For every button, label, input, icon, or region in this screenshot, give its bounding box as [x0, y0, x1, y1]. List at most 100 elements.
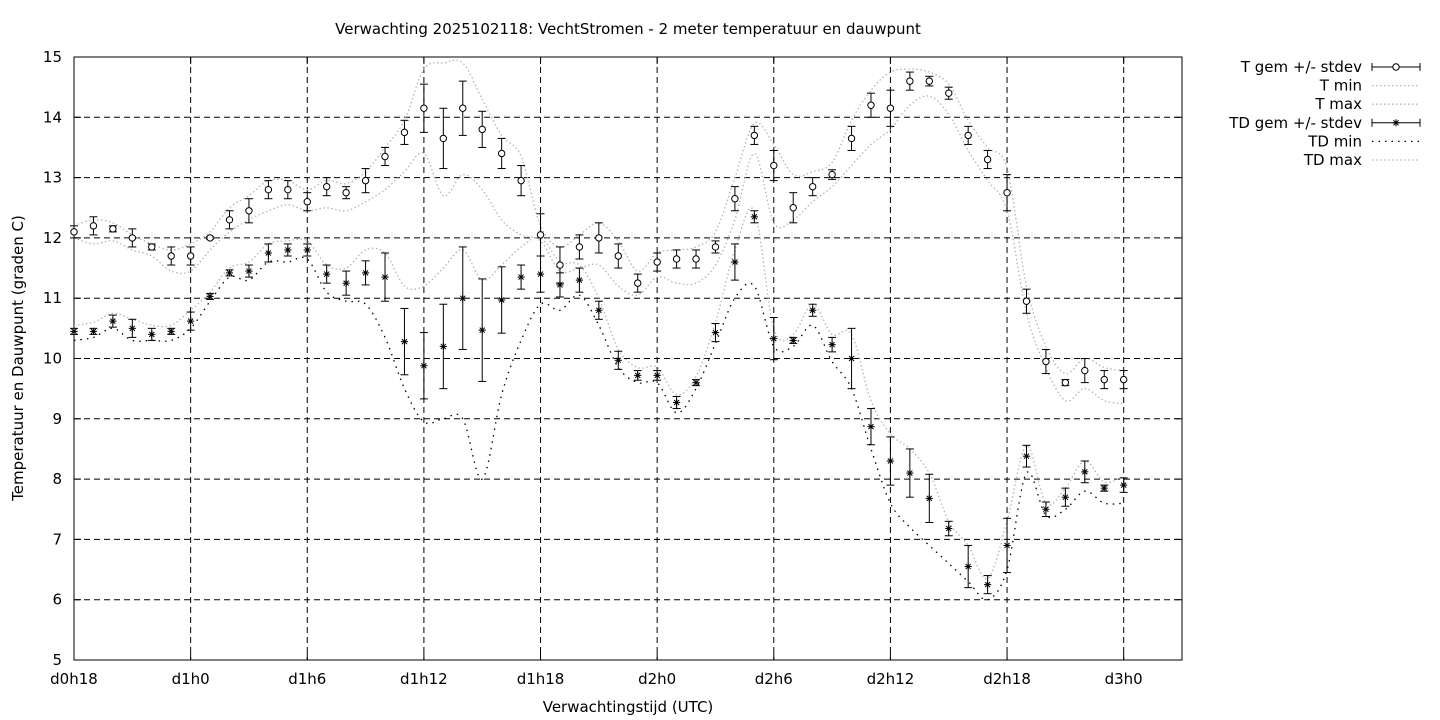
- y-tick-label: 8: [52, 470, 62, 488]
- asterisk-stroke: [382, 274, 388, 280]
- asterisk-stroke: [226, 270, 233, 276]
- y-tick-label: 15: [43, 48, 62, 66]
- t-mean-point: [1100, 375, 1108, 384]
- t-mean-point: [789, 204, 797, 212]
- asterisk-stroke: [809, 307, 816, 314]
- asterisk-stroke: [343, 280, 350, 286]
- t-mean-point-group: [264, 180, 273, 200]
- t-mean-point-group: [225, 210, 234, 230]
- t-mean-point-group: [1003, 174, 1012, 212]
- asterisk-stroke: [712, 329, 719, 336]
- y-tick-label: 11: [43, 289, 62, 307]
- asterisk-stroke: [168, 328, 175, 335]
- td-mean-point: [575, 276, 584, 284]
- y-axis-label: Temperatuur en Dauwpunt (graden C): [9, 215, 27, 502]
- asterisk-stroke: [459, 295, 466, 302]
- td-mean-point-group: [828, 336, 837, 353]
- t-mean-point: [847, 134, 856, 143]
- td-mean-point-group: [225, 269, 234, 277]
- y-tick-label: 10: [43, 350, 62, 368]
- asterisk-stroke: [265, 250, 272, 256]
- asterisk-stroke: [634, 372, 641, 379]
- t-mean-point-group: [381, 146, 390, 167]
- td-mean-point: [692, 379, 700, 387]
- t-mean-point: [439, 134, 448, 143]
- asterisk-stroke: [1120, 482, 1127, 489]
- t-mean-point-group: [769, 149, 778, 182]
- asterisk-stroke: [1062, 494, 1069, 501]
- t-mean-point-group: [186, 246, 195, 266]
- td-mean-point-group: [1003, 517, 1012, 574]
- td-mean-point: [109, 317, 117, 325]
- legend-marker-asterisk: [1392, 119, 1400, 127]
- td-mean-point-group: [381, 252, 390, 302]
- t-mean-point-group: [711, 240, 720, 254]
- x-axis-label: Verwachtingstijd (UTC): [543, 698, 714, 716]
- td-mean-point: [711, 328, 720, 337]
- td-mean-point: [245, 267, 253, 275]
- td-mean-point: [945, 524, 953, 533]
- t-mean-point-group: [517, 165, 526, 197]
- t-mean-point-group: [458, 80, 467, 136]
- t-mean-point: [575, 243, 584, 251]
- td-mean-point: [323, 270, 331, 278]
- legend-label: TD max: [1303, 151, 1362, 169]
- t-mean-point-group: [439, 107, 448, 170]
- t-mean-point-group: [886, 89, 895, 127]
- asterisk-stroke: [284, 247, 291, 253]
- td-mean-point: [886, 457, 895, 465]
- t-mean-point-group: [1022, 288, 1031, 314]
- td-mean-point: [731, 258, 739, 266]
- x-tick-label: d2h12: [867, 670, 915, 688]
- asterisk-stroke: [1081, 468, 1088, 475]
- asterisk-stroke: [906, 470, 913, 476]
- td-mean-point-group: [439, 303, 448, 390]
- t-mean-point-group: [692, 249, 701, 269]
- asterisk-stroke: [732, 259, 738, 265]
- td-mean-point-group: [264, 243, 273, 263]
- asterisk-stroke: [362, 270, 369, 276]
- td-mean-point-group: [847, 327, 856, 390]
- y-tick-label: 5: [52, 651, 62, 669]
- t-mean-point: [1003, 188, 1011, 197]
- t-mean-point-group: [828, 169, 837, 180]
- t-mean-point-group: [1080, 358, 1089, 384]
- td-mean-point-group: [186, 311, 195, 331]
- t-mean-point-group: [400, 119, 409, 145]
- td-mean-point-group: [653, 370, 662, 381]
- t-mean-point-group: [303, 192, 312, 212]
- asterisk-stroke: [401, 338, 408, 345]
- td-mean-point-group: [964, 544, 973, 589]
- td-mean-point-group: [925, 473, 934, 524]
- t-mean-point-group: [1100, 370, 1109, 390]
- td-mean-point-group: [730, 243, 739, 281]
- td-mean-point-group: [614, 350, 623, 370]
- td-mean-point-group: [108, 314, 117, 328]
- asterisk-stroke: [187, 318, 194, 324]
- t-mean-point-group: [672, 249, 681, 269]
- asterisk-stroke: [693, 379, 699, 386]
- t-mean-point: [186, 252, 195, 260]
- t-mean-point: [983, 155, 992, 164]
- td-mean-point: [672, 398, 681, 407]
- t-mean-point-group: [575, 234, 584, 260]
- t-mean-point-group: [206, 234, 215, 242]
- t-mean-point-group: [419, 83, 428, 133]
- t-mean-point: [886, 104, 895, 112]
- t-mean-point: [770, 161, 778, 170]
- x-tick-label: d2h0: [638, 670, 676, 688]
- td-mean-point-group: [1100, 484, 1109, 492]
- td-mean-point: [614, 356, 622, 364]
- t-mean-point-group: [789, 192, 798, 224]
- t-mean-point-group: [866, 92, 875, 118]
- t-mean-point-group: [983, 149, 992, 170]
- td-mean-point: [284, 246, 292, 254]
- td-mean-point: [498, 296, 506, 304]
- asterisk-stroke: [1004, 542, 1010, 549]
- asterisk-stroke: [90, 328, 97, 335]
- td-mean-point: [906, 469, 914, 477]
- t-mean-point: [400, 128, 409, 137]
- series-layer: [70, 59, 1128, 601]
- t-mean-point: [89, 222, 98, 230]
